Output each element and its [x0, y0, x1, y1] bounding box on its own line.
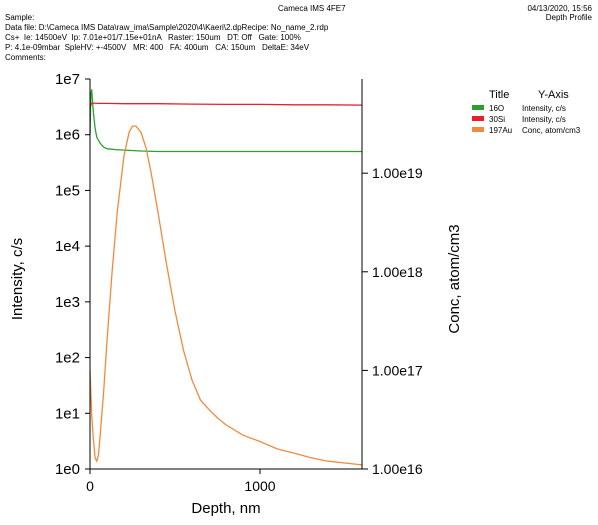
- plot-lines: [89, 89, 363, 466]
- series-line-16O: [89, 89, 362, 153]
- y2-tick-label: 1.00e18: [372, 264, 423, 280]
- header-line: Sample:: [5, 13, 35, 22]
- y-tick-label: 1e1: [55, 405, 80, 422]
- y-tick-label: 1e7: [55, 71, 80, 88]
- header-datetime: 04/13/2020, 15:56: [527, 4, 592, 13]
- x-axis-title: Depth, nm: [191, 500, 260, 517]
- legend-swatch: [472, 105, 484, 110]
- legend-series-name: 197Au: [489, 126, 512, 135]
- y-tick-label: 1e6: [55, 127, 80, 144]
- y-tick-label: 1e4: [55, 238, 80, 255]
- legend-swatch: [472, 116, 484, 121]
- legend-series-name: 30Si: [489, 115, 505, 124]
- y2-axis-title: Conc, atom/cm3: [446, 224, 463, 333]
- header-instrument: Cameca IMS 4FE7: [278, 4, 346, 13]
- header-mode: Depth Profile: [545, 13, 592, 22]
- y-tick-label: 1e3: [55, 294, 80, 311]
- y-tick-label: 1e2: [55, 350, 80, 367]
- header-line: Data file: D:\Cameca IMS Data\raw_ima\Sa…: [5, 23, 329, 32]
- y-tick-label: 1e5: [55, 182, 80, 199]
- legend-series-axis: Intensity, c/s: [522, 115, 566, 124]
- legend-swatch: [472, 127, 484, 132]
- legend-series-axis: Conc, atom/cm3: [522, 126, 581, 135]
- header-line: P: 4.1e-09mbar SpleHV: +-4500V MR: 400 F…: [5, 43, 310, 52]
- y-axis-title: Intensity, c/s: [9, 238, 26, 320]
- header-info: Sample: Data file: D:\Cameca IMS Data\ra…: [5, 13, 328, 63]
- y2-tick-label: 1.00e17: [372, 362, 423, 378]
- y2-tick-label: 1.00e19: [372, 165, 423, 181]
- legend: Title Y-Axis 16O Intensity, c/s 30Si Intens…: [472, 89, 581, 135]
- series-line-197Au: [89, 125, 363, 466]
- legend-series-name: 16O: [489, 104, 504, 113]
- y2-tick-label: 1.00e16: [372, 461, 423, 477]
- legend-series-axis: Intensity, c/s: [522, 104, 566, 113]
- x-tick-label: 0: [86, 478, 94, 494]
- ticks: 1e0 1e1 1e2 1e3 1e4 1e5 1e6 1e7 1.00e16 1.00e17 1.…: [55, 71, 423, 494]
- legend-axis-header: Y-Axis: [538, 89, 569, 101]
- header-line: Comments:: [5, 53, 46, 62]
- legend-title-header: Title: [489, 89, 509, 101]
- y-tick-label: 1e0: [55, 461, 80, 478]
- axes: [89, 79, 363, 470]
- header-line: Cs+ Ie: 14500eV Ip: 7.01e+01/7.15e+01nA …: [5, 33, 301, 42]
- series-line-30Si: [89, 102, 363, 109]
- x-tick-label: 1000: [244, 478, 275, 494]
